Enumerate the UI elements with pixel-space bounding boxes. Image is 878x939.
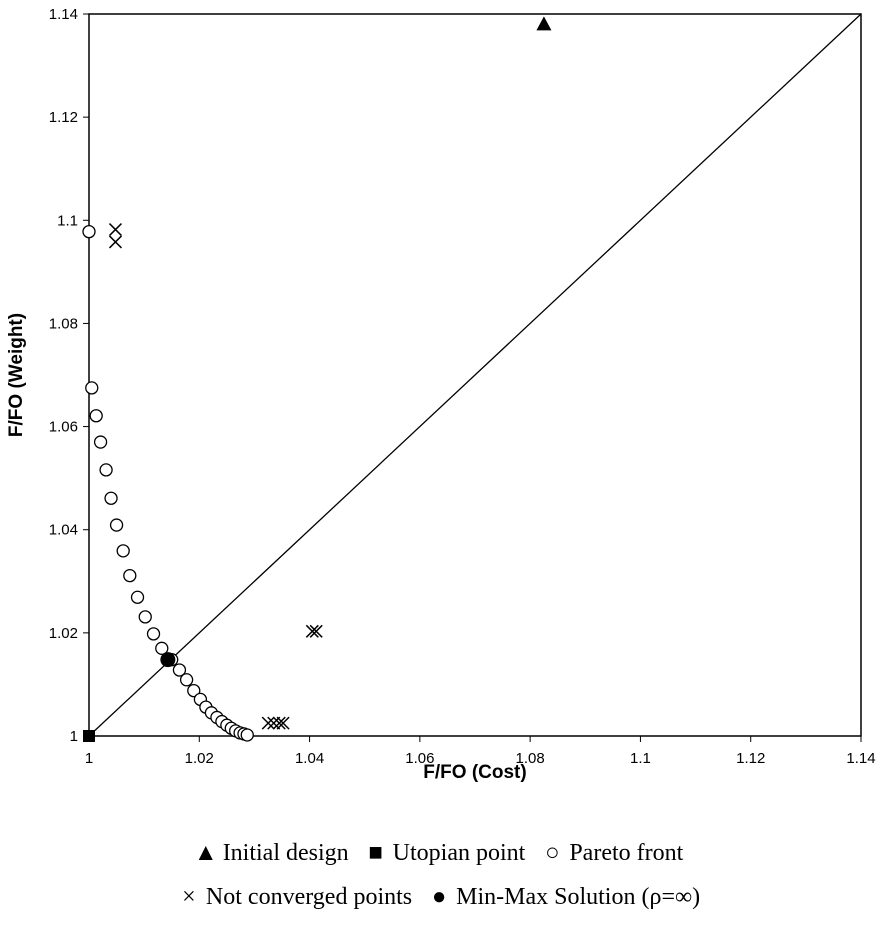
pareto-front-point — [241, 729, 253, 741]
legend-symbol-not-converged-points: × — [182, 884, 196, 910]
legend-symbol-initial-design: ▲ — [194, 840, 218, 866]
pareto-front-point — [117, 545, 129, 557]
pareto-front-point — [90, 410, 102, 422]
y-tick-label: 1.06 — [49, 419, 78, 436]
y-axis-title: F/FO (Weight) — [6, 313, 27, 437]
legend-label-utopian-point: Utopian point — [393, 840, 526, 866]
x-tick-label: 1.02 — [185, 750, 214, 767]
pareto-front-point — [148, 628, 160, 640]
x-tick-label: 1.04 — [295, 750, 324, 767]
x-tick-label: 1.14 — [846, 750, 875, 767]
x-tick-label: 1 — [85, 750, 93, 767]
legend-label-pareto-front: Pareto front — [569, 840, 683, 866]
pareto-front-point — [105, 492, 117, 504]
legend-label-initial-design: Initial design — [223, 840, 349, 866]
legend-symbol-pareto-front: ○ — [545, 840, 560, 866]
y-tick-label: 1.02 — [49, 625, 78, 642]
y-tick-label: 1.04 — [49, 522, 78, 539]
pareto-front-point — [139, 611, 151, 623]
pareto-front-point — [124, 570, 136, 582]
y-tick-label: 1.1 — [57, 212, 78, 229]
legend-label-not-converged-points: Not converged points — [206, 884, 412, 910]
pareto-front-point — [181, 674, 193, 686]
pareto-front-point — [100, 464, 112, 476]
min-max-solution-point — [160, 652, 175, 667]
x-tick-label: 1.12 — [736, 750, 765, 767]
x-tick-label: 1.1 — [630, 750, 651, 767]
pareto-front-point — [83, 226, 95, 238]
y-tick-label: 1.12 — [49, 109, 78, 126]
y-tick-label: 1 — [70, 728, 78, 745]
pareto-front-point — [132, 591, 144, 603]
legend-label-min-max-solution: Min-Max Solution (ρ=∞) — [456, 884, 700, 910]
pareto-front-point — [86, 382, 98, 394]
legend: Initial design Utopian point Pareto front ▲… — [182, 840, 700, 910]
legend-symbol-utopian-point: ■ — [368, 840, 383, 866]
y-tick-label: 1.14 — [49, 6, 78, 23]
pareto-front-point — [111, 519, 123, 531]
y-tick-label: 1.08 — [49, 315, 78, 332]
utopian-point-point — [83, 730, 95, 742]
pareto-front-point — [95, 436, 107, 448]
legend-symbol-min-max-solution: ● — [432, 884, 447, 910]
x-axis-title: F/FO (Cost) — [423, 762, 526, 783]
